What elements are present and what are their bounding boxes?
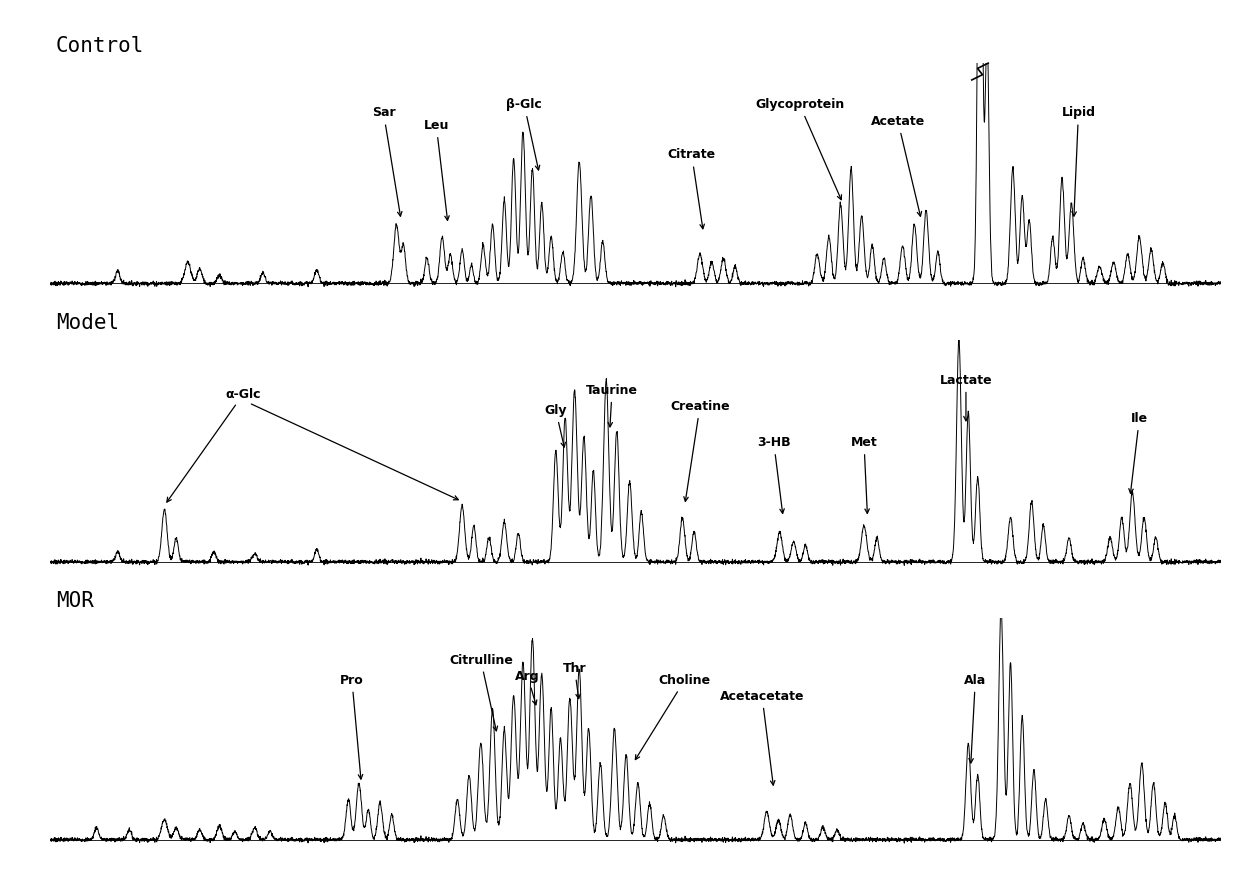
Text: Citrulline: Citrulline	[449, 653, 513, 731]
Text: MOR: MOR	[56, 591, 94, 611]
Text: Sar: Sar	[372, 107, 402, 216]
Text: Gly: Gly	[544, 404, 567, 447]
Text: Ile: Ile	[1128, 412, 1148, 494]
Text: Citrate: Citrate	[667, 149, 715, 228]
Text: α-Glc: α-Glc	[226, 388, 260, 401]
Text: Glycoprotein: Glycoprotein	[755, 98, 844, 200]
Text: Pro: Pro	[340, 674, 363, 780]
Text: Lipid: Lipid	[1061, 107, 1095, 216]
Text: 3-HB: 3-HB	[756, 436, 791, 513]
Text: Control: Control	[56, 36, 144, 56]
Text: Acetacetate: Acetacetate	[719, 690, 805, 785]
Text: Choline: Choline	[635, 674, 711, 760]
Text: Met: Met	[851, 436, 878, 513]
Text: Ala: Ala	[965, 674, 987, 763]
Text: Arg: Arg	[516, 669, 539, 705]
Text: Thr: Thr	[563, 661, 587, 699]
Text: Creatine: Creatine	[670, 400, 730, 502]
Text: β-Glc: β-Glc	[506, 98, 542, 170]
Text: Taurine: Taurine	[587, 383, 639, 426]
Text: Lactate: Lactate	[940, 374, 992, 421]
Text: Acetate: Acetate	[870, 115, 925, 216]
Text: Model: Model	[56, 314, 119, 333]
Text: Leu: Leu	[424, 119, 449, 220]
